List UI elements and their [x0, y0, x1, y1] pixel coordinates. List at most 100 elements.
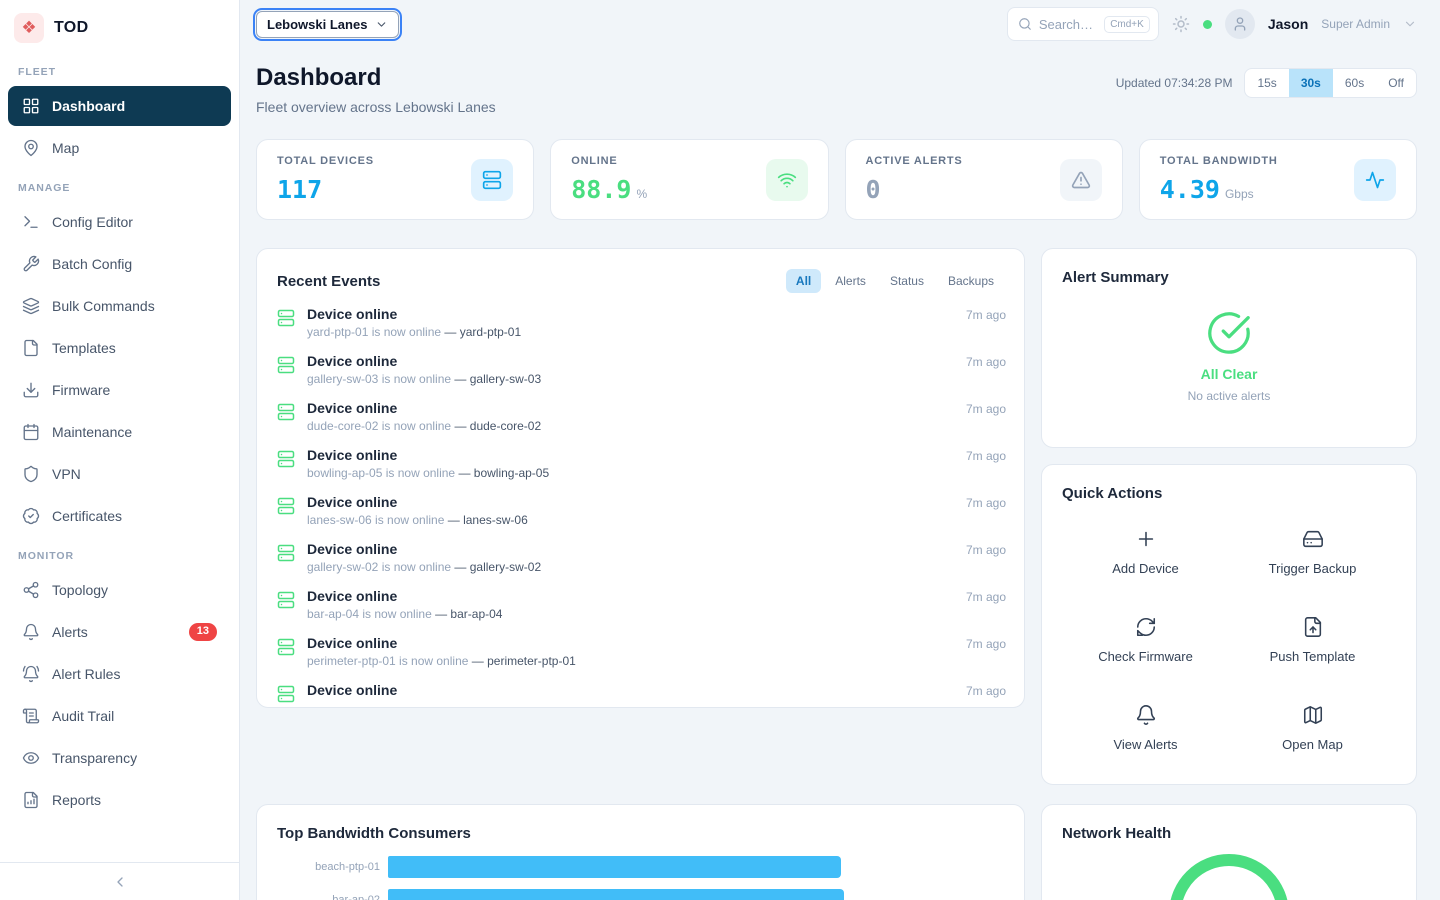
- sidebar-item-bulk-commands[interactable]: Bulk Commands: [8, 286, 231, 326]
- sidebar-item-label: Firmware: [52, 382, 111, 398]
- events-scroll-area[interactable]: Device online 7m ago yard-ptp-01 is now o…: [277, 299, 1014, 707]
- event-detail: gallery-sw-03 is now online: [307, 372, 452, 386]
- sidebar-section-manage: MANAGE: [18, 182, 71, 194]
- sidebar-item-certificates[interactable]: Certificates: [8, 496, 231, 536]
- sidebar-item-batch-config[interactable]: Batch Config: [8, 244, 231, 284]
- interval-off-button[interactable]: Off: [1388, 76, 1404, 90]
- dashboard-grid-icon: [22, 97, 40, 115]
- event-row[interactable]: Device online 7m ago yard-ptp-01 is now o…: [277, 299, 1006, 346]
- server-icon: [277, 309, 295, 339]
- sidebar-item-label: Transparency: [52, 750, 138, 766]
- sidebar-collapse-button[interactable]: [0, 862, 239, 900]
- page-title: Dashboard: [256, 64, 382, 91]
- stat-value: 4.39: [1159, 175, 1220, 204]
- brand-logo-row: ❖ TOD: [0, 0, 239, 54]
- alert-message: No active alerts: [1187, 389, 1271, 403]
- quick-actions-card: Quick Actions Add Device Trigger Backup: [1041, 464, 1417, 785]
- site-selector-value: Lebowski Lanes: [267, 16, 368, 32]
- event-row[interactable]: Device online 7m ago bar-ap-04 is now onl…: [277, 581, 1006, 628]
- file-up-icon: [1302, 616, 1324, 638]
- event-row[interactable]: Device online 7m ago gallery-sw-03 is now…: [277, 346, 1006, 393]
- search-input[interactable]: Search… Cmd+K: [1006, 7, 1159, 41]
- stats-row: TOTAL DEVICES 117 ONLINE 88.9 %: [256, 139, 1417, 220]
- add-device-button[interactable]: Add Device: [1062, 508, 1229, 596]
- user-avatar[interactable]: [1224, 9, 1255, 39]
- page-content: Dashboard Fleet overview across Lebowski…: [240, 48, 1440, 900]
- event-detail: yard-ptp-01 is now online: [307, 325, 442, 339]
- stat-unit: Gbps: [1224, 187, 1254, 201]
- page-subtitle: Fleet overview across Lebowski Lanes: [256, 99, 496, 115]
- event-detail: perimeter-ptp-01 is now online: [307, 654, 469, 668]
- top-bandwidth-card: Top Bandwidth Consumers beach-ptp-01 bar…: [256, 804, 1025, 900]
- theme-toggle-sun-icon[interactable]: [1172, 15, 1190, 33]
- sidebar-item-reports[interactable]: Reports: [8, 780, 231, 820]
- check-circle-icon: [1206, 310, 1252, 356]
- interval-30s-button[interactable]: 30s: [1288, 69, 1333, 97]
- event-time: 7m ago: [965, 449, 1006, 463]
- filter-alerts[interactable]: Alerts: [835, 274, 866, 288]
- sidebar-item-alert-rules[interactable]: Alert Rules: [8, 654, 231, 694]
- sidebar-item-audit-trail[interactable]: Audit Trail: [8, 696, 231, 736]
- sidebar-item-firmware[interactable]: Firmware: [8, 370, 231, 410]
- map-icon: [1302, 704, 1324, 726]
- sidebar-item-map[interactable]: Map: [8, 128, 231, 168]
- server-icon: [471, 158, 514, 201]
- site-selector[interactable]: Lebowski Lanes: [252, 7, 403, 41]
- event-time: 7m ago: [965, 308, 1006, 322]
- push-template-button[interactable]: Push Template: [1229, 596, 1396, 684]
- check-firmware-button[interactable]: Check Firmware: [1062, 596, 1229, 684]
- event-row[interactable]: Device online 7m ago dude-core-02 is now …: [277, 393, 1006, 440]
- event-detail: dude-core-02 is now online: [307, 419, 452, 433]
- bar-row: beach-ptp-01: [277, 856, 1004, 878]
- connection-status-dot: [1202, 19, 1212, 29]
- filter-all[interactable]: All: [785, 269, 822, 293]
- top-bandwidth-title: Top Bandwidth Consumers: [277, 825, 471, 842]
- interval-15s-button[interactable]: 15s: [1257, 76, 1277, 90]
- alert-summary-title: Alert Summary: [1062, 269, 1169, 286]
- event-row[interactable]: Device online 7m ago gallery-sw-02 is now…: [277, 534, 1006, 581]
- event-device-ref: — lanes-sw-06: [447, 513, 528, 527]
- recent-events-card: Recent Events All Alerts Status Backups: [256, 248, 1025, 708]
- interval-60s-button[interactable]: 60s: [1344, 76, 1365, 90]
- sidebar-item-vpn[interactable]: VPN: [8, 454, 231, 494]
- sidebar-item-label: Reports: [52, 792, 102, 808]
- event-row[interactable]: Device online 7m ago perimeter-ptp-01 is …: [277, 628, 1006, 675]
- view-alerts-button[interactable]: View Alerts: [1062, 684, 1229, 772]
- open-map-button[interactable]: Open Map: [1229, 684, 1396, 772]
- refresh-interval-group: 15s 30s 60s Off: [1244, 68, 1417, 98]
- event-title: Device online: [307, 635, 398, 651]
- event-title: Device online: [307, 588, 398, 604]
- trigger-backup-button[interactable]: Trigger Backup: [1229, 508, 1396, 596]
- server-icon: [277, 591, 295, 621]
- filter-backups[interactable]: Backups: [947, 274, 994, 288]
- event-row[interactable]: Device online 7m ago: [277, 675, 1006, 707]
- chevron-down-icon: [375, 18, 388, 31]
- sidebar-item-maintenance[interactable]: Maintenance: [8, 412, 231, 452]
- filter-status[interactable]: Status: [889, 274, 924, 288]
- sidebar-item-config-editor[interactable]: Config Editor: [8, 202, 231, 242]
- sidebar-item-label: Alert Rules: [52, 666, 121, 682]
- sidebar-item-alerts[interactable]: Alerts 13: [8, 612, 231, 652]
- sidebar-item-label: Dashboard: [52, 98, 126, 114]
- sidebar-section-fleet: FLEET: [18, 66, 56, 78]
- dashboard-grid: Recent Events All Alerts Status Backups: [256, 248, 1417, 900]
- stat-card-active-alerts: ACTIVE ALERTS 0: [844, 139, 1123, 220]
- wrench-icon: [22, 255, 40, 273]
- event-title: Device online: [307, 306, 398, 322]
- quick-action-label: View Alerts: [1113, 737, 1178, 752]
- event-title: Device online: [307, 541, 398, 557]
- server-icon: [277, 497, 295, 527]
- sidebar-item-dashboard[interactable]: Dashboard: [8, 86, 231, 126]
- brand-diamond-icon: ❖: [14, 13, 44, 43]
- share-nodes-icon: [22, 581, 40, 599]
- sidebar-item-transparency[interactable]: Transparency: [8, 738, 231, 778]
- user-menu-chevron-icon[interactable]: [1403, 17, 1417, 31]
- sidebar-item-topology[interactable]: Topology: [8, 570, 231, 610]
- sidebar-item-templates[interactable]: Templates: [8, 328, 231, 368]
- event-time: 7m ago: [965, 402, 1006, 416]
- event-row[interactable]: Device online 7m ago bowling-ap-05 is now…: [277, 440, 1006, 487]
- event-device-ref: — gallery-sw-02: [454, 560, 542, 574]
- event-row[interactable]: Device online 7m ago lanes-sw-06 is now o…: [277, 487, 1006, 534]
- stat-card-total-bandwidth: TOTAL BANDWIDTH 4.39 Gbps: [1138, 139, 1417, 220]
- sidebar-item-label: Certificates: [52, 508, 123, 524]
